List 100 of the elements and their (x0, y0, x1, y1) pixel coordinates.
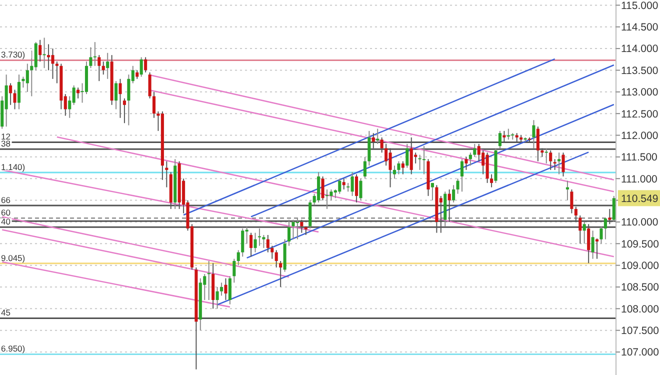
candlestick (106, 52, 110, 80)
y-tick-label: 113.500 (621, 64, 658, 77)
candlestick (406, 143, 409, 168)
y-tick-label: 108.500 (621, 282, 660, 294)
annotation: 60 (1, 207, 11, 218)
candlestick (254, 232, 257, 253)
candlestick (452, 184, 456, 203)
candlestick (26, 63, 29, 92)
candlestick (4, 74, 8, 128)
candlestick (338, 178, 342, 194)
candlestick (422, 146, 426, 175)
candlestick (51, 48, 54, 80)
candlestick (355, 174, 358, 203)
candlestick (558, 152, 561, 175)
candlestick (397, 160, 400, 175)
candlestick (127, 74, 130, 126)
candlestick (325, 188, 329, 210)
y-tick-label: 108.000 (621, 303, 660, 316)
candlestick (140, 56, 143, 78)
candlestick (486, 152, 489, 184)
annotation: 40 (1, 216, 11, 227)
annotation: 110.549 (621, 192, 658, 205)
y-tick-label: 111.000 (621, 173, 658, 186)
annotation: 3.730) (1, 50, 26, 60)
y-tick-label: 112.000 (621, 130, 658, 142)
candlestick (220, 282, 224, 296)
candlestick (122, 98, 126, 124)
candlestick (418, 154, 422, 170)
candlestick (308, 200, 312, 229)
y-tick-label: 114.500 (621, 22, 658, 34)
candlestick (363, 156, 366, 180)
y-tick-label: 107.000 (621, 346, 660, 359)
y-tick-label: 109.500 (621, 238, 660, 250)
candlestick (600, 226, 603, 244)
candlestick (38, 39, 42, 62)
candlestick (42, 37, 46, 69)
candlestick (287, 219, 291, 246)
candlestick (55, 61, 58, 84)
candlestick (34, 42, 38, 71)
candlestick (144, 56, 148, 73)
candlestick (274, 250, 278, 268)
candlestick (456, 178, 460, 194)
candlestick (342, 178, 346, 190)
candlestick (72, 84, 76, 106)
y-tick-label: 115.000 (621, 0, 658, 12)
candlestick (9, 82, 12, 106)
candlestick (464, 156, 468, 170)
candlestick (17, 74, 21, 110)
annotation: 45 (1, 308, 11, 318)
candlestick (102, 61, 105, 76)
y-tick-label: 110.000 (621, 216, 658, 229)
candlestick (93, 42, 96, 66)
candlestick (498, 130, 502, 149)
candlestick (216, 286, 219, 310)
candlestick (270, 245, 274, 260)
candlestick (553, 158, 556, 170)
y-tick-label: 107.500 (621, 325, 660, 338)
annotation: 1.140) (1, 162, 26, 172)
candlestick (47, 44, 50, 71)
candlestick (228, 276, 232, 305)
candlestick (368, 130, 371, 166)
candlestick (321, 176, 324, 201)
y-tick-label: 112.500 (621, 108, 658, 120)
candlestick (118, 78, 122, 118)
annotation: 66 (1, 194, 11, 205)
candlestick (98, 54, 101, 82)
candlestick (76, 87, 80, 99)
candlestick (279, 260, 282, 288)
candlestick (460, 158, 464, 192)
candlestick (532, 120, 536, 149)
y-tick-label: 113.000 (621, 86, 658, 99)
candlestick (232, 258, 236, 284)
candlestick (152, 91, 156, 118)
candlestick (473, 143, 476, 158)
candlestick (236, 250, 240, 266)
y-tick-label: 114.000 (621, 43, 658, 56)
candlestick (330, 188, 333, 201)
candlestick (544, 148, 548, 164)
candlestick (591, 230, 594, 260)
candlestick (350, 172, 354, 196)
candlestick (250, 232, 253, 258)
candlestick (207, 260, 210, 300)
candlestick (13, 89, 16, 110)
candlestick (114, 80, 118, 110)
candlestick (376, 128, 380, 144)
candlestick (258, 228, 261, 246)
candlestick (296, 217, 299, 240)
candlestick (468, 152, 472, 166)
y-tick-label: 109.000 (621, 260, 660, 272)
candlestick (566, 180, 569, 201)
candlestick (490, 174, 494, 188)
candlestick (562, 152, 565, 177)
candlestick (224, 278, 228, 300)
candlestick (595, 238, 599, 260)
candlestick (148, 72, 152, 99)
annotation: 12 (1, 132, 11, 142)
candlestick (317, 172, 320, 203)
annotation: 38 (1, 138, 11, 149)
candlestick (604, 217, 607, 240)
candlestick (266, 234, 270, 253)
